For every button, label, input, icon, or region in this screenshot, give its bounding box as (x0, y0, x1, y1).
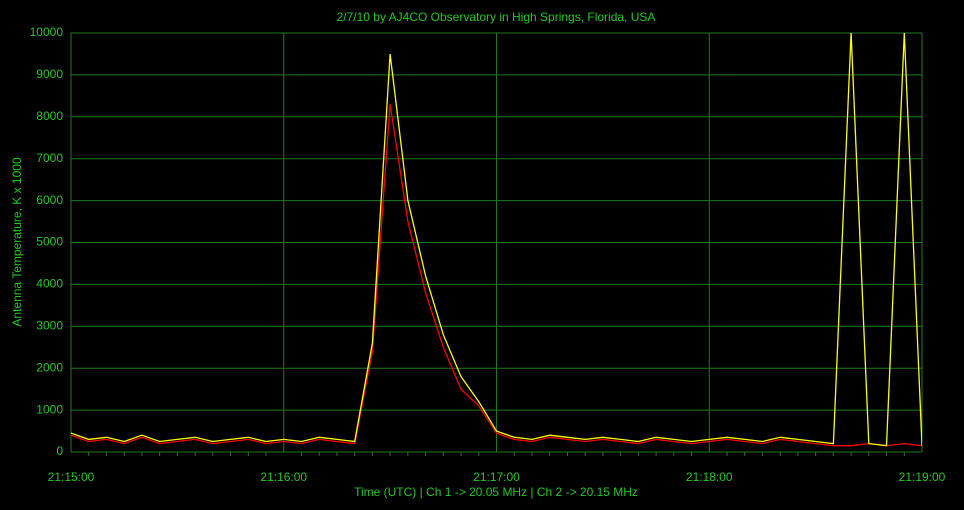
y-tick-label: 4000 (36, 277, 63, 291)
y-axis-label: Antenna Temperature, K x 1000 (10, 157, 24, 327)
series-line (71, 104, 922, 447)
series-line (71, 33, 922, 447)
plot-area (71, 33, 922, 447)
x-tick-label: 21:18:00 (686, 470, 733, 484)
y-tick-label: 6000 (36, 193, 63, 207)
y-tick-label: 8000 (36, 109, 63, 123)
x-tick-label: 21:16:00 (260, 470, 307, 484)
y-tick-label: 5000 (36, 235, 63, 249)
y-tick-label: 1000 (36, 402, 63, 416)
y-tick-label: 2000 (36, 360, 63, 374)
y-tick-label: 7000 (36, 151, 63, 165)
x-tick-label: 21:17:00 (473, 470, 520, 484)
x-axis-label: Time (UTC) | Ch 1 -> 20.05 MHz | Ch 2 ->… (354, 485, 638, 499)
y-tick-label: 9000 (36, 67, 63, 81)
y-tick-label: 3000 (36, 318, 63, 332)
chart-title: 2/7/10 by AJ4CO Observatory in High Spri… (337, 10, 656, 24)
x-tick-label: 21:19:00 (899, 470, 946, 484)
y-tick-label: 10000 (30, 25, 64, 39)
y-tick-label: 0 (56, 444, 63, 458)
x-tick-label: 21:15:00 (48, 470, 95, 484)
